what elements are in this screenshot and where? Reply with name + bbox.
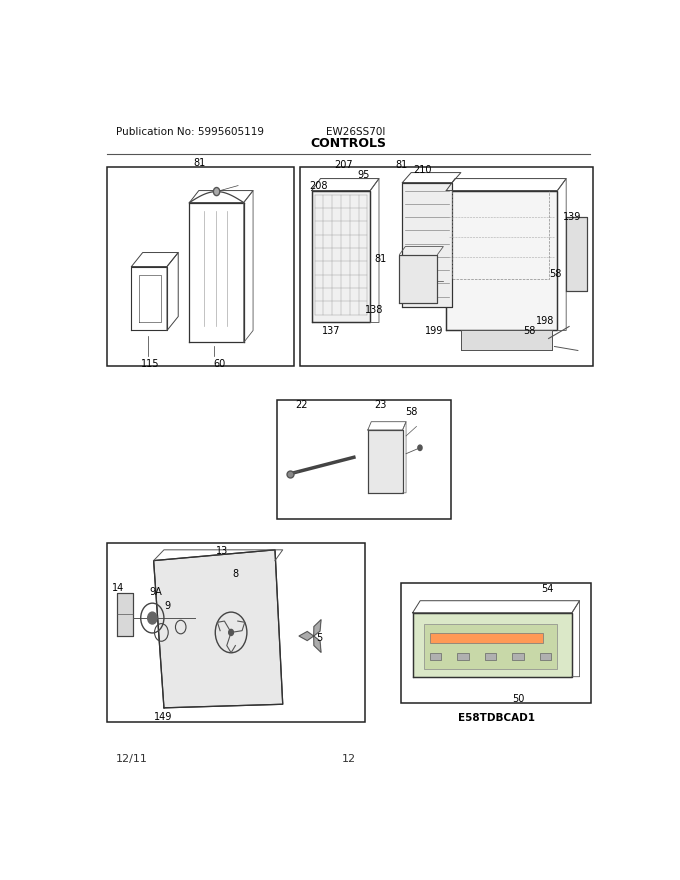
Text: 9A: 9A: [150, 587, 163, 598]
Text: 23: 23: [374, 400, 386, 410]
Text: 210: 210: [413, 165, 432, 175]
Text: 13: 13: [216, 546, 228, 556]
Bar: [300, 166, 592, 366]
Text: 208: 208: [309, 180, 328, 191]
Polygon shape: [368, 430, 403, 493]
Text: 198: 198: [536, 316, 554, 326]
Bar: [424, 624, 557, 670]
Polygon shape: [399, 254, 437, 303]
Text: 8: 8: [232, 569, 238, 580]
Text: 81: 81: [194, 158, 206, 168]
Bar: [457, 653, 469, 660]
Polygon shape: [566, 216, 587, 290]
Text: 9: 9: [165, 601, 171, 611]
Text: 115: 115: [141, 359, 159, 370]
Text: 60: 60: [214, 359, 226, 370]
Text: 12/11: 12/11: [116, 754, 148, 764]
Polygon shape: [299, 632, 313, 641]
Text: 138: 138: [364, 305, 383, 315]
Circle shape: [228, 629, 233, 635]
Polygon shape: [118, 593, 133, 636]
Text: 54: 54: [541, 584, 554, 594]
Text: 149: 149: [154, 712, 172, 722]
Polygon shape: [446, 191, 558, 331]
Circle shape: [214, 187, 220, 195]
Bar: [430, 634, 543, 643]
Polygon shape: [313, 636, 321, 652]
Text: E58TDBCAD1: E58TDBCAD1: [458, 713, 534, 723]
Polygon shape: [413, 612, 572, 677]
Bar: [277, 400, 452, 519]
Text: 58: 58: [405, 407, 418, 417]
Text: 95: 95: [357, 170, 369, 180]
Polygon shape: [403, 182, 452, 306]
Text: 207: 207: [334, 160, 352, 170]
Text: 14: 14: [112, 583, 124, 593]
Text: CONTROLS: CONTROLS: [311, 136, 386, 150]
Polygon shape: [311, 191, 370, 322]
Circle shape: [148, 612, 157, 624]
Text: Publication No: 5995605119: Publication No: 5995605119: [116, 128, 264, 137]
Circle shape: [418, 445, 422, 451]
Text: 58: 58: [549, 268, 562, 279]
Bar: [107, 543, 365, 722]
Bar: [107, 166, 294, 366]
Text: 22: 22: [295, 400, 307, 410]
Polygon shape: [313, 620, 321, 636]
Polygon shape: [154, 550, 283, 708]
Text: EW26SS70I: EW26SS70I: [326, 128, 386, 137]
Text: 81: 81: [395, 160, 407, 170]
Bar: [485, 653, 496, 660]
Text: 81: 81: [374, 254, 386, 264]
Bar: [540, 653, 551, 660]
Text: 50: 50: [512, 693, 524, 703]
Text: 58: 58: [523, 326, 535, 335]
Polygon shape: [461, 331, 551, 350]
Text: 12: 12: [341, 754, 356, 764]
Text: 199: 199: [425, 326, 443, 335]
Text: 137: 137: [322, 326, 341, 335]
Bar: [401, 583, 591, 703]
Text: 5: 5: [316, 633, 322, 642]
Bar: [512, 653, 524, 660]
Bar: [430, 653, 441, 660]
Text: 139: 139: [563, 212, 581, 222]
